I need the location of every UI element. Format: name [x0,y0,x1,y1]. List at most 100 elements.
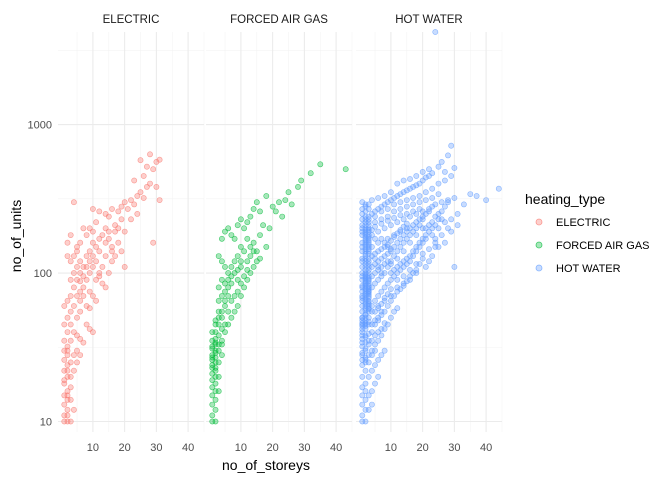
data-point [209,345,216,352]
data-point [391,243,397,250]
data-point [365,239,372,246]
data-point [372,362,378,368]
data-point [413,248,420,255]
data-point [61,303,68,309]
data-point [137,157,144,164]
data-point [362,243,369,250]
data-point [365,201,372,208]
data-point [209,384,216,391]
data-point [362,345,369,352]
data-point [375,195,382,201]
data-point [105,235,112,242]
data-point [416,239,423,246]
data-point [432,29,439,35]
data-point [407,266,413,273]
data-point [362,246,369,252]
data-point [67,293,74,299]
data-point [375,263,382,270]
data-point [215,284,222,291]
data-point [397,228,404,235]
data-point [218,308,225,315]
data-point [359,392,366,399]
data-point [391,233,397,240]
data-point [288,201,295,208]
data-point [365,284,372,291]
data-point [134,193,141,199]
data-point [109,248,115,255]
data-point [448,228,455,235]
data-point [90,293,96,299]
data-point [435,191,442,197]
data-point [218,337,225,344]
data-point [74,332,80,339]
facet-panel: FORCED AIR GAS [206,14,353,432]
data-point [372,321,378,328]
data-point [90,253,96,259]
data-point [231,258,238,265]
data-point [365,241,372,248]
data-point [394,193,401,199]
y-tick-label: 10 [40,417,52,429]
data-point [250,239,257,246]
facet-panel: HOT WATER [356,14,503,432]
data-point [359,248,366,255]
data-point [378,270,385,276]
data-point [74,347,80,354]
data-point [90,206,96,212]
data-point [244,235,251,242]
data-point [429,232,436,238]
data-point [147,151,153,158]
data-point [368,401,375,408]
data-point [209,354,216,361]
data-point [241,284,247,291]
data-point [96,235,103,242]
data-point [156,197,163,203]
data-point [422,197,429,203]
data-point [365,359,372,366]
x-tick-label: 30 [298,442,310,454]
data-point [359,349,366,356]
data-point [71,352,77,358]
data-point [102,284,109,291]
data-point [64,352,71,358]
data-point [362,317,369,324]
data-point [218,258,225,265]
data-point [368,321,375,328]
data-point [410,248,416,255]
data-point [215,253,222,259]
data-point [381,239,388,246]
data-point [419,255,426,262]
x-tick-label: 20 [267,442,279,454]
data-point [397,191,404,197]
data-point [400,232,407,238]
data-point [422,225,429,232]
data-point [438,232,445,238]
data-point [441,203,448,210]
data-point [438,158,445,165]
x-tick-label: 40 [480,442,492,454]
data-point [64,253,71,259]
data-point [441,168,448,175]
data-point [394,219,401,226]
data-point [71,406,77,413]
data-point [448,216,455,223]
data-point [215,373,222,380]
data-point [362,201,369,208]
data-point [387,246,394,252]
data-point [387,248,394,255]
data-point [257,208,263,215]
data-point [71,367,77,374]
data-point [64,329,71,335]
data-point [263,243,270,250]
data-point [365,261,372,267]
data-point [403,210,410,217]
data-point [416,180,423,187]
data-point [372,255,378,262]
data-point [77,258,84,265]
x-tick-label: 20 [417,442,429,454]
data-point [96,273,103,280]
data-point [74,359,80,366]
data-point [362,255,369,262]
data-point [368,367,375,374]
data-point [368,388,375,395]
